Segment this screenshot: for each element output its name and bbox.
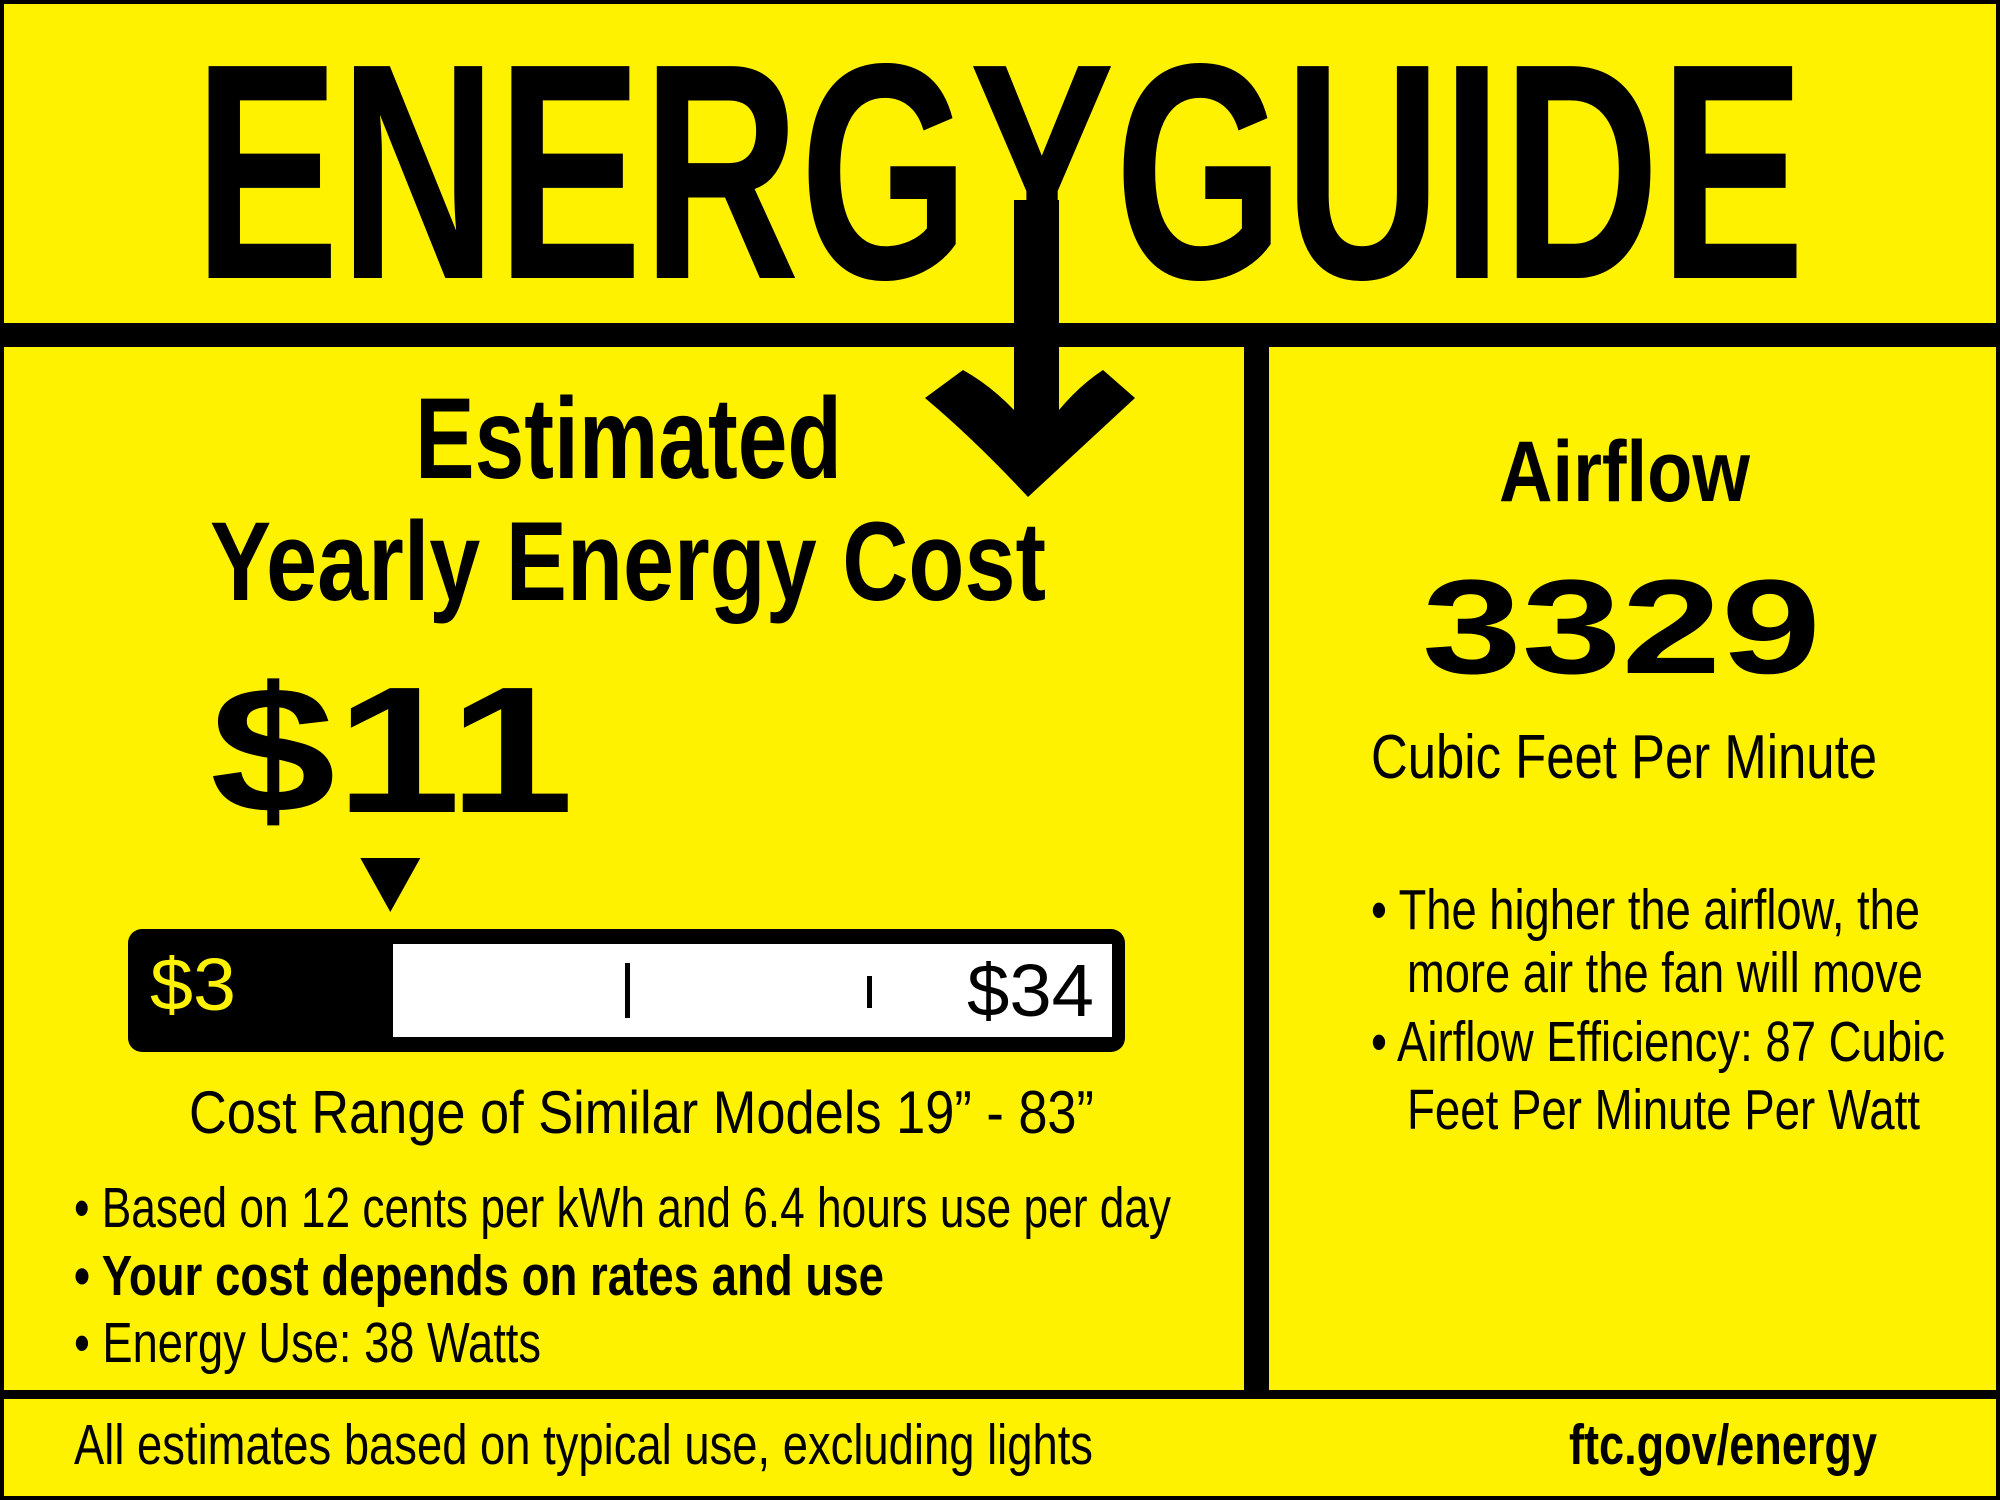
yearly-cost-value: $11	[210, 650, 574, 851]
down-arrow-icon	[925, 200, 1135, 497]
range-min-label: $3	[150, 943, 236, 1026]
cost-heading-line1: Estimated	[415, 375, 842, 503]
cost-bullet-rate: • Based on 12 cents per kWh and 6.4 hour…	[74, 1176, 1171, 1240]
footer-note: All estimates based on typical use, excl…	[74, 1413, 1093, 1477]
cost-range-caption: Cost Range of Similar Models 19” - 83”	[189, 1079, 1094, 1146]
footer-divider	[0, 1390, 2000, 1399]
cost-bullet-energy-use: • Energy Use: 38 Watts	[74, 1311, 541, 1375]
range-tick-major	[625, 963, 630, 1018]
airflow-bullet-line1: • The higher the airflow, the	[1371, 878, 1920, 942]
cost-range-bar: $3 $34	[128, 929, 1125, 1052]
airflow-bullet-line3: • Airflow Efficiency: 87 Cubic	[1371, 1010, 1945, 1074]
header-divider	[0, 323, 2000, 347]
airflow-unit: Cubic Feet Per Minute	[1371, 723, 1877, 792]
ftc-link[interactable]: ftc.gov/energy	[1569, 1413, 1877, 1477]
airflow-bullet-line4: Feet Per Minute Per Watt	[1407, 1078, 1920, 1142]
airflow-bullet-line2: more air the fan will move	[1407, 941, 1923, 1005]
cost-bullet-depends: • Your cost depends on rates and use	[74, 1244, 884, 1308]
airflow-heading: Airflow	[1499, 424, 1751, 520]
range-max-label: $34	[967, 949, 1094, 1032]
energyguide-title: ENERGYGUIDE	[194, 0, 1805, 344]
cost-marker-triangle-icon	[360, 858, 421, 912]
column-divider	[1244, 347, 1269, 1395]
range-tick-minor	[867, 976, 872, 1008]
cost-heading-line2: Yearly Energy Cost	[210, 499, 1046, 624]
airflow-value: 3329	[1422, 553, 1821, 702]
